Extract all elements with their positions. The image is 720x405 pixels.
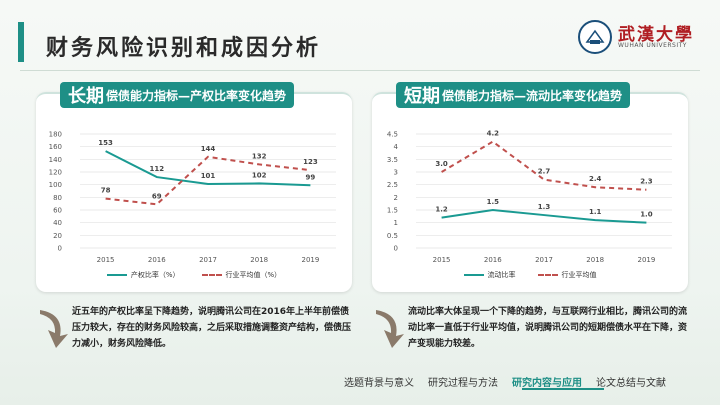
curved-arrow-icon (376, 310, 404, 348)
nav-item-process[interactable]: 研究过程与方法 (428, 378, 498, 389)
y-tick-label: 3.5 (387, 156, 398, 164)
panel-header: 长期 偿债能力指标—产权比率变化趋势 (60, 82, 295, 108)
panel-header-big: 短期 (404, 86, 440, 107)
nav-item-content[interactable]: 研究内容与应用 (512, 378, 582, 389)
chart-legend: 流动比率 行业平均值 (372, 270, 688, 280)
y-tick-label: 3 (394, 169, 398, 177)
data-label: 69 (152, 192, 162, 200)
panel-header: 短期 偿债能力指标—流动比率变化趋势 (396, 82, 631, 108)
data-label: 101 (201, 172, 216, 180)
page-title: 财务风险识别和成因分析 (46, 36, 322, 61)
data-label: 1.3 (538, 203, 551, 211)
equity-ratio-chart: 0 20 40 60 80 100 120 140 160 180 2015 2016 2017 2018… (49, 131, 336, 264)
legend-item: 行业平均值（%） (201, 270, 282, 280)
y-tick-label: 20 (53, 232, 62, 240)
legend-item: 流动比率 (463, 270, 516, 280)
x-tick-label: 2016 (148, 256, 166, 264)
y-tick-label: 4.5 (387, 131, 398, 139)
current-ratio-chart: 0 0.5 1 1.5 2 2.5 3 3.5 4 4.5 2015 2016 2017 2018 2019… (387, 130, 672, 264)
header-divider (20, 70, 700, 71)
x-tick-label: 2017 (199, 256, 217, 264)
series-line-dashed (441, 140, 647, 191)
panel-header-big: 长期 (68, 86, 104, 107)
legend-label: 流动比率 (487, 271, 516, 279)
legend-item: 产权比率（%） (106, 270, 180, 280)
y-tick-label: 180 (49, 131, 62, 139)
data-label: 78 (101, 187, 111, 195)
nav-item-background[interactable]: 选题背景与意义 (344, 378, 414, 389)
legend-label: 产权比率（%） (130, 271, 180, 279)
y-tick-label: 2.5 (387, 181, 398, 189)
data-label: 4.2 (487, 130, 500, 138)
series-line-solid (105, 150, 311, 187)
data-label: 123 (303, 158, 318, 166)
data-label: 112 (149, 165, 164, 173)
long-term-description: 近五年的产权比率呈下降趋势，说明腾讯公司在2016年上半年前偿债压力较大，存在的… (72, 307, 352, 349)
y-tick-label: 140 (49, 156, 62, 164)
data-label: 1.1 (589, 208, 602, 216)
data-label: 2.7 (538, 168, 551, 176)
legend-swatch-dashed (201, 274, 222, 276)
long-term-panel: 长期 偿债能力指标—产权比率变化趋势 0 20 40 60 80 100 120 140 160… (36, 82, 352, 292)
panel-header-small: 偿债能力指标—流动比率变化趋势 (442, 88, 623, 103)
data-label: 132 (252, 152, 267, 160)
curved-arrow-icon (40, 310, 68, 348)
y-tick-label: 120 (49, 169, 62, 177)
y-tick-label: 0 (58, 245, 62, 253)
series-line-solid (441, 208, 647, 224)
data-label: 1.2 (435, 206, 448, 214)
data-label: 2.3 (640, 178, 653, 186)
data-label: 144 (201, 145, 216, 153)
legend-swatch-dashed (537, 274, 558, 276)
short-term-panel: 短期 偿债能力指标—流动比率变化趋势 0 0.5 1 1.5 2 2.5 3 3.5 4 4.5 2… (372, 82, 688, 292)
bottom-nav: 选题背景与意义 研究过程与方法 研究内容与应用 论文总结与文献 (344, 374, 666, 389)
legend-swatch-solid (106, 274, 127, 276)
logo-text: 武漢大學 (618, 25, 694, 45)
data-label: 99 (306, 173, 316, 181)
short-term-description: 流动比率大体呈现一个下降的趋势，与互联网行业相比，腾讯公司的流动比率一直低于行业… (408, 307, 688, 349)
data-label: 153 (98, 139, 113, 147)
nav-item-summary[interactable]: 论文总结与文献 (596, 378, 666, 389)
y-tick-label: 0 (394, 245, 398, 253)
x-tick-label: 2015 (97, 256, 115, 264)
x-tick-label: 2019 (637, 256, 655, 264)
x-tick-label: 2018 (250, 256, 268, 264)
data-label: 2.4 (589, 175, 602, 183)
legend-swatch-solid (463, 274, 484, 276)
y-tick-label: 0.5 (387, 232, 398, 240)
legend-label: 行业平均值 (561, 271, 597, 279)
chart-legend: 产权比率（%） 行业平均值（%） (36, 270, 352, 280)
series-line-dashed (105, 155, 311, 206)
y-tick-label: 2 (394, 194, 398, 202)
y-tick-label: 1.5 (387, 207, 398, 215)
legend-item: 行业平均值 (537, 270, 597, 280)
panel-header-small: 偿债能力指标—产权比率变化趋势 (106, 88, 287, 103)
y-tick-label: 40 (53, 219, 62, 227)
y-tick-label: 160 (49, 143, 62, 151)
legend-label: 行业平均值（%） (225, 271, 282, 279)
university-logo: 武漢大學 WUHAN UNIVERSITY (578, 18, 708, 58)
emblem-icon (578, 20, 612, 54)
title-accent-bar (18, 22, 578, 62)
data-label: 1.5 (487, 198, 500, 206)
y-tick-label: 100 (49, 181, 62, 189)
x-tick-label: 2017 (535, 256, 553, 264)
data-label: 3.0 (435, 160, 448, 168)
data-label: 102 (252, 171, 267, 179)
y-tick-label: 1 (394, 219, 398, 227)
x-tick-label: 2018 (586, 256, 604, 264)
y-tick-label: 60 (53, 207, 62, 215)
y-tick-label: 4 (394, 143, 399, 151)
x-tick-label: 2016 (484, 256, 502, 264)
y-tick-label: 80 (53, 194, 62, 202)
x-tick-label: 2019 (301, 256, 319, 264)
nav-active-indicator (522, 388, 604, 390)
x-tick-label: 2015 (433, 256, 451, 264)
logo-subtitle: WUHAN UNIVERSITY (618, 42, 687, 49)
data-label: 1.0 (640, 211, 653, 219)
